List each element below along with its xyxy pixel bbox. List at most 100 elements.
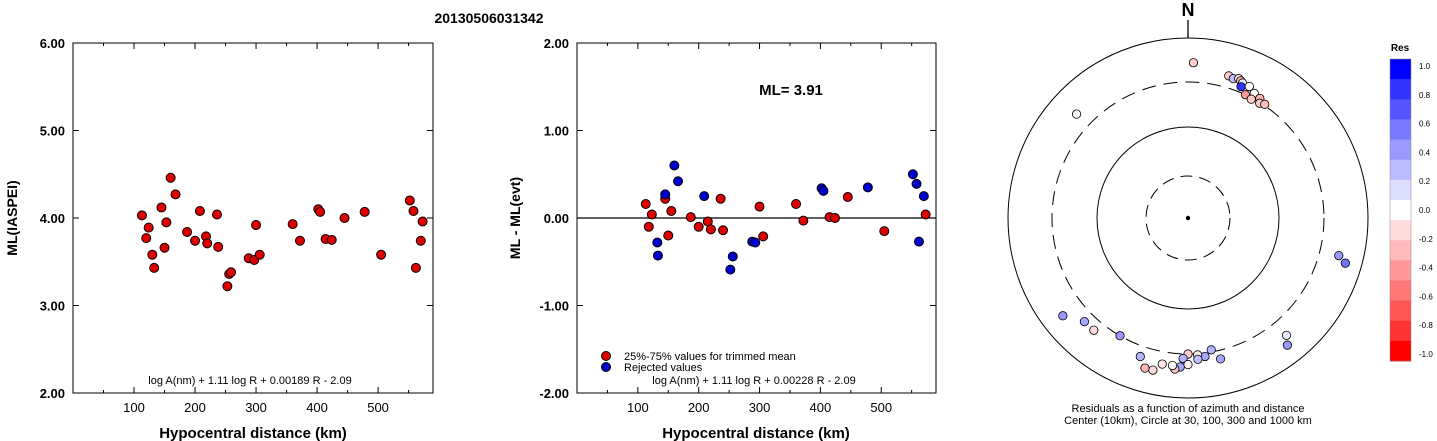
station-marker xyxy=(1236,82,1246,92)
station-marker xyxy=(1167,360,1178,371)
station-marker xyxy=(1178,353,1188,364)
data-point xyxy=(660,189,671,200)
legend-label-rejected: Rejected values xyxy=(624,362,703,374)
colorbar-cell xyxy=(1390,99,1411,120)
y-tick-label: 5.00 xyxy=(40,124,65,139)
data-point xyxy=(640,199,651,209)
caption-line-2: Center (10km), Circle at 30, 100, 300 an… xyxy=(1064,415,1312,427)
colorbar: Res 1.0 0.8 0.6 0.4 0.2 0.0 -0.2 -0.4 -0.6 -0.8 -1… xyxy=(1389,43,1433,362)
station-marker xyxy=(1334,250,1344,261)
panel-polar-residuals: N Residuals as a function of azimuth and… xyxy=(1007,0,1369,427)
data-point xyxy=(646,209,657,220)
colorbar-label: 0.2 xyxy=(1419,177,1431,186)
y-ticks-1: 2.00 3.00 4.00 5.00 6.00 xyxy=(40,36,433,401)
colorbar-cell xyxy=(1390,119,1411,141)
x-tick-label: 300 xyxy=(749,400,771,415)
data-point xyxy=(212,209,222,220)
panel-ml-residual: -2.00 -1.00 0.00 1.00 2.00 100 200 300 400 500 M… xyxy=(507,36,937,441)
data-points-2 xyxy=(640,160,931,275)
data-point xyxy=(408,206,419,216)
data-point xyxy=(666,206,677,216)
data-point xyxy=(326,234,337,245)
station-marker xyxy=(1215,354,1226,364)
colorbar-cell xyxy=(1390,199,1411,221)
colorbar-cell xyxy=(1390,320,1411,342)
data-point xyxy=(415,235,426,246)
data-point xyxy=(294,235,305,246)
data-point xyxy=(149,262,160,273)
x-tick-label: 500 xyxy=(870,400,892,415)
data-point xyxy=(147,249,158,260)
station-marker xyxy=(1071,109,1082,119)
colorbar-cell xyxy=(1390,340,1411,362)
legend-marker-trimmed xyxy=(601,351,611,361)
data-point xyxy=(165,172,176,183)
data-point xyxy=(287,219,298,230)
caption-line-1: Residuals as a function of azimuth and d… xyxy=(1072,403,1305,415)
station-marker xyxy=(1246,94,1256,104)
data-point xyxy=(913,236,924,247)
colorbar-labels: 1.0 0.8 0.6 0.4 0.2 0.0 -0.2 -0.4 -0.6 -0.8 -1.0 xyxy=(1419,62,1433,359)
colorbar-label: 0.4 xyxy=(1419,148,1431,157)
station-marker xyxy=(1206,345,1216,355)
station-marker xyxy=(1183,359,1193,370)
station-marker xyxy=(1157,359,1167,369)
data-point xyxy=(718,225,729,236)
data-point xyxy=(254,249,265,260)
station-marker xyxy=(1188,58,1199,68)
data-point xyxy=(669,160,680,171)
colorbar-cell xyxy=(1390,260,1411,281)
epicenter-dot xyxy=(1185,215,1191,221)
data-point xyxy=(862,182,873,193)
data-point xyxy=(715,193,726,204)
station-marker xyxy=(1340,258,1350,268)
ml-annotation: ML= 3.91 xyxy=(759,82,823,99)
data-point xyxy=(213,241,224,252)
station-marker xyxy=(1193,354,1203,364)
station-marker xyxy=(1148,365,1158,375)
data-point xyxy=(404,195,415,206)
data-point xyxy=(879,226,890,237)
colorbar-cell xyxy=(1390,79,1411,100)
north-label: N xyxy=(1182,0,1195,20)
data-point xyxy=(222,281,233,292)
station-markers xyxy=(1058,58,1350,375)
data-point xyxy=(156,202,167,213)
colorbar-cell xyxy=(1390,240,1411,261)
legend-marker-rejected xyxy=(601,362,611,372)
x-axis-label-2: Hypocentral distance (km) xyxy=(662,425,850,441)
ring-1000km xyxy=(1007,37,1369,399)
data-point xyxy=(339,213,350,223)
x-tick-label: 400 xyxy=(306,400,328,415)
data-point xyxy=(725,264,736,275)
x-tick-label: 200 xyxy=(184,400,206,415)
y-tick-label: 3.00 xyxy=(40,299,65,314)
x-tick-label: 200 xyxy=(688,400,710,415)
y-tick-label: 6.00 xyxy=(40,36,65,51)
data-point xyxy=(315,206,326,217)
x-ticks-1: 100 200 300 400 500 xyxy=(103,43,410,415)
colorbar-cell xyxy=(1390,280,1411,302)
data-point xyxy=(643,221,654,232)
station-marker xyxy=(1281,330,1292,340)
colorbar-title: Res xyxy=(1391,43,1410,54)
y-tick-label: 0.00 xyxy=(544,211,569,226)
data-point xyxy=(410,262,421,273)
ring-100km xyxy=(1096,126,1280,310)
data-point xyxy=(663,230,674,241)
station-marker xyxy=(1140,363,1150,373)
data-point xyxy=(798,215,809,226)
data-point xyxy=(699,191,710,202)
x-tick-label: 300 xyxy=(245,400,267,415)
station-marker xyxy=(1135,351,1145,362)
colorbar-label: -0.6 xyxy=(1419,292,1433,301)
colorbar-label: 1.0 xyxy=(1419,62,1431,71)
y-axis-label-2: ML - ML(evt) xyxy=(507,177,523,259)
data-point xyxy=(705,224,716,235)
colorbar-label: 0.0 xyxy=(1419,206,1431,215)
colorbar-cell xyxy=(1390,179,1411,201)
formula-2: log A(nm) + 1.11 log R + 0.00228 R - 2.0… xyxy=(652,375,855,387)
data-points-1 xyxy=(136,172,428,292)
colorbar-label: -0.2 xyxy=(1419,235,1433,244)
